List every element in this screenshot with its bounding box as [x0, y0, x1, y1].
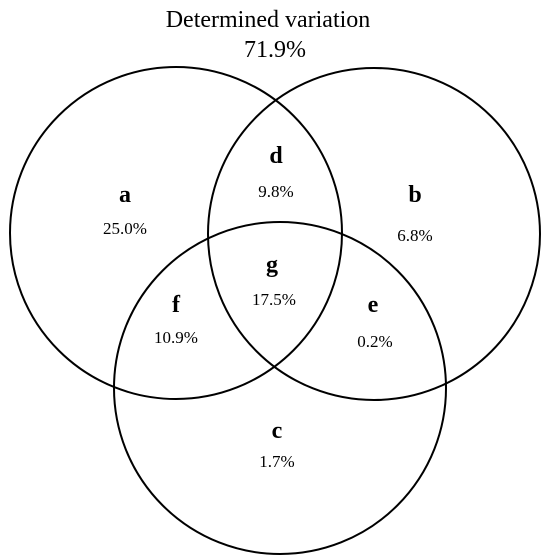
- region-d: d 9.8%: [258, 143, 293, 201]
- region-a-value: 25.0%: [103, 219, 147, 238]
- region-b: b 6.8%: [397, 182, 432, 245]
- region-e-value: 0.2%: [357, 332, 392, 351]
- region-a-letter: a: [119, 182, 131, 208]
- region-g: g 17.5%: [252, 252, 296, 309]
- region-a: a 25.0%: [103, 182, 147, 238]
- region-f-value: 10.9%: [154, 328, 198, 347]
- region-d-letter: d: [269, 143, 283, 169]
- region-g-letter: g: [266, 252, 278, 278]
- region-g-value: 17.5%: [252, 290, 296, 309]
- region-c-value: 1.7%: [259, 452, 294, 471]
- region-c-letter: c: [272, 418, 283, 444]
- region-b-letter: b: [408, 182, 421, 208]
- region-e-letter: e: [368, 292, 379, 318]
- total-variation: 71.9%: [244, 37, 306, 63]
- circle-bottom: [113, 221, 447, 555]
- circle-right: [207, 67, 541, 401]
- region-b-value: 6.8%: [397, 226, 432, 245]
- region-d-value: 9.8%: [258, 182, 293, 201]
- region-f-letter: f: [172, 292, 181, 318]
- circle-left: [9, 66, 343, 400]
- region-f: f 10.9%: [154, 292, 198, 347]
- diagram-title: Determined variation: [166, 7, 371, 33]
- region-e: e 0.2%: [357, 292, 392, 351]
- region-c: c 1.7%: [259, 418, 294, 471]
